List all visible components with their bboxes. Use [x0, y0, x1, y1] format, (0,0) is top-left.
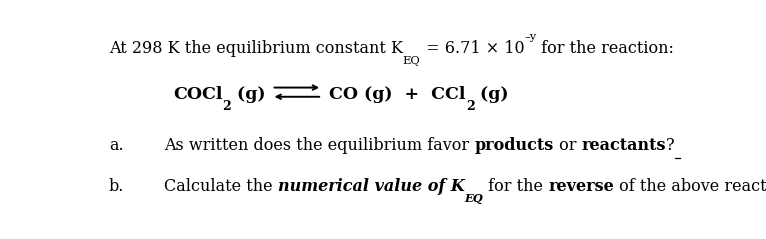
Text: numerical value of K: numerical value of K [278, 178, 464, 195]
Text: (g): (g) [231, 86, 266, 103]
Text: 2: 2 [222, 100, 231, 113]
Text: ?: ? [666, 137, 674, 154]
Text: At 298 K the equilibrium constant K: At 298 K the equilibrium constant K [109, 40, 403, 57]
Text: for the: for the [483, 178, 548, 195]
Text: (g): (g) [474, 86, 509, 103]
Text: As written does the equilibrium favor: As written does the equilibrium favor [164, 137, 474, 154]
Text: products: products [474, 137, 554, 154]
Text: a.: a. [109, 137, 123, 154]
Text: reactants: reactants [581, 137, 666, 154]
Text: reverse: reverse [548, 178, 614, 195]
Text: for the reaction:: for the reaction: [536, 40, 674, 57]
Text: EQ: EQ [403, 56, 421, 66]
Text: EQ: EQ [464, 193, 483, 204]
Text: –y: –y [524, 32, 536, 42]
Text: = 6.71 × 10: = 6.71 × 10 [421, 40, 524, 57]
Text: 2: 2 [466, 100, 474, 113]
Text: Calculate the: Calculate the [164, 178, 278, 195]
Text: CO (g)  +  CCl: CO (g) + CCl [329, 86, 466, 103]
Text: or: or [554, 137, 581, 154]
Text: b.: b. [109, 178, 124, 195]
Text: of the above reaction?: of the above reaction? [614, 178, 766, 195]
Text: COCl: COCl [173, 86, 222, 103]
